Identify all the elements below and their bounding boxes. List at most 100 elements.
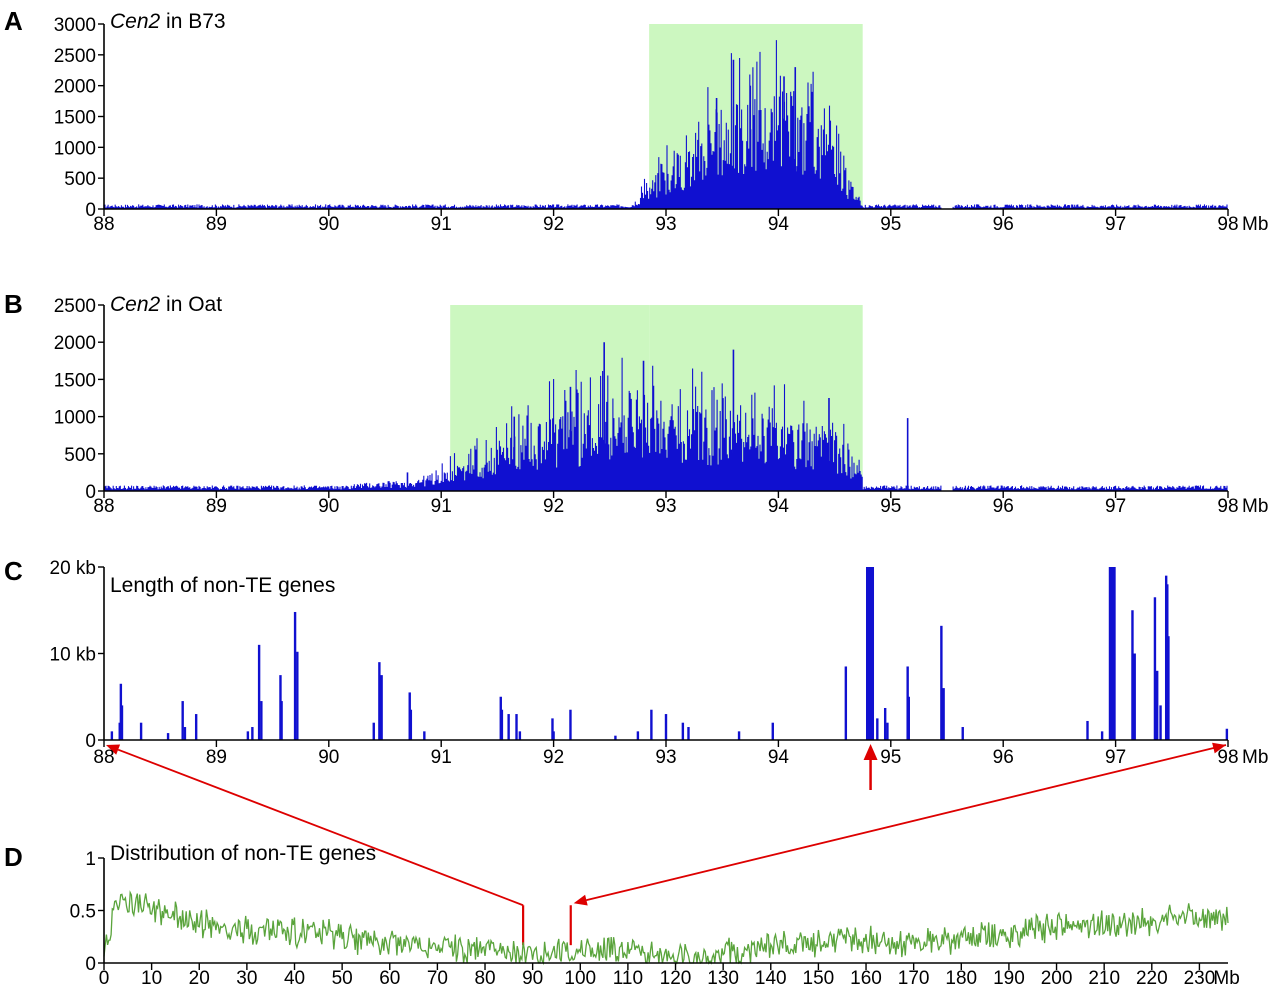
panel-c-gene-bar: [293, 611, 297, 740]
panel-c-gene-bar: [518, 731, 522, 740]
panel-c-gene-bar: [737, 731, 741, 740]
panel-b-title-rest: in Oat: [160, 293, 222, 316]
panel-a-x-tick-label: 94: [768, 214, 790, 235]
connector-arrow-right-down-shaft: [586, 744, 1227, 902]
panel-d-x-unit: Mb: [1213, 968, 1239, 989]
connector-arrow-right-up-head: [1212, 742, 1226, 754]
panel-a-title-italic: Cen2: [110, 10, 161, 33]
panel-c-x-tick-label: 98: [1217, 747, 1238, 768]
panel-c-gene-bar: [844, 666, 848, 740]
panel-d-y-tick-label: 0.5: [70, 902, 96, 923]
panel-a-x-tick-label: 89: [206, 214, 227, 235]
panel-b-x-tick-label: 90: [318, 496, 339, 517]
panel-a-x-tick-label: 88: [93, 214, 114, 235]
panel-c-gene-bar: [614, 735, 617, 740]
panel-b-x-tick-label: 98: [1217, 496, 1238, 517]
panel-d-data-layer: [103, 890, 1229, 966]
panel-d-y-tick-label: 0: [85, 954, 96, 975]
panel-b-y-tick-label: 1500: [54, 370, 96, 391]
panel-c-gene-bar: [871, 567, 875, 740]
panel-c-gene-bar: [166, 733, 170, 740]
panel-b-y-tick-label: 500: [64, 445, 96, 466]
panel-c-gene-bar: [569, 709, 572, 740]
panel-b-axes-layer: 0 500 1000 1500 2000 2500 88 89 90 91 92 93 94 95 96 97…: [54, 296, 1269, 517]
panel-d-x-tick-label: 50: [332, 968, 353, 989]
panel-c-gene-bar: [1113, 567, 1116, 740]
panel-c-x-tick-label: 91: [431, 747, 452, 768]
panel-a-y-tick-label: 1500: [54, 108, 96, 129]
connector-arrows: [106, 742, 1227, 946]
panel-c-gene-bar: [942, 688, 945, 740]
panel-c-gene-bar: [1100, 731, 1104, 740]
panel-d-x-tick-label: 70: [427, 968, 448, 989]
panel-d-x-tick-label: 140: [755, 968, 787, 989]
panel-c-gene-bar: [423, 731, 426, 740]
panel-c-gene-bar: [260, 701, 263, 740]
panel-b-x-tick-label: 96: [993, 496, 1014, 517]
panel-b-x-tick-label: 95: [880, 496, 901, 517]
panel-a-y-tick-label: 2000: [54, 77, 96, 98]
panel-a-x-tick-label: 91: [431, 214, 452, 235]
panel-c-gene-bar: [687, 727, 690, 740]
panel-b-x-tick-label: 97: [1105, 496, 1126, 517]
panel-d-x-tick-label: 230: [1184, 968, 1216, 989]
panel-c-position-arrow-head: [863, 744, 878, 760]
panel-b-y-tick-label: 2500: [54, 296, 96, 317]
panel-a-x-tick-label: 92: [543, 214, 564, 235]
panel-d-x-tick-label: 80: [474, 968, 495, 989]
panel-c-gene-bar: [551, 718, 554, 740]
panel-c-x-tick-label: 93: [655, 747, 676, 768]
panel-d-title: Distribution of non-TE genes: [110, 842, 376, 865]
panel-c-gene-bar: [372, 722, 375, 740]
panel-c-title: Length of non-TE genes: [110, 574, 335, 597]
panel-c-gene-bar: [515, 714, 518, 740]
panel-d-axes-layer: 00.510 10 20 30 40 50 60 70 80 90 100 110 120 130 140 1…: [70, 849, 1240, 989]
panel-c-x-tick-label: 96: [993, 747, 1014, 768]
panel-c-gene-bar: [636, 731, 640, 740]
panel-c-gene-bar: [1153, 597, 1157, 740]
panel-a-axes-layer: 0 500 1000 1500 2000 2500 3000 88 89 90 91 92 93 94 95…: [54, 15, 1269, 235]
panel-a-x-tick-label: 93: [655, 214, 676, 235]
panel-c-gene-bar: [257, 644, 261, 740]
connector-arrow-left-head: [106, 744, 121, 755]
panel-c-gene-bar: [876, 718, 879, 740]
panel-c-gene-bar: [1131, 610, 1134, 740]
panel-c-gene-bar: [139, 722, 143, 740]
panel-c-gene-bar: [120, 705, 124, 740]
panel-c-gene-bar: [1155, 670, 1159, 740]
panel-c-gene-bar: [194, 714, 198, 740]
panel-c-gene-bar: [1086, 720, 1089, 740]
panel-c-gene-bar: [1167, 636, 1170, 740]
panel-c-gene-bar: [886, 722, 889, 740]
panel-a-x-unit: Mb: [1242, 214, 1268, 235]
connector-arrow-left-shaft: [117, 748, 524, 907]
panel-c-gene-bar: [650, 709, 653, 740]
panel-c-gene-bar: [664, 714, 668, 740]
panel-c-y-tick-label: 20 kb: [50, 558, 96, 579]
panel-d-x-tick-label: 220: [1136, 968, 1168, 989]
panel-c-gene-bar: [961, 727, 964, 740]
panel-a-y-tick-label: 2500: [54, 46, 96, 67]
panel-c-x-tick-label: 92: [543, 747, 564, 768]
panel-d-x-tick-label: 150: [803, 968, 835, 989]
panel-b-y-tick-label: 2000: [54, 333, 96, 354]
panel-a-x-tick-label: 98: [1217, 214, 1238, 235]
panel-a-x-tick-label: 95: [880, 214, 901, 235]
panel-d-x-tick-label: 0: [99, 968, 110, 989]
panel-d-y-tick-label: 1: [85, 849, 96, 870]
panel-a-title: Cen2 in B73: [110, 10, 226, 33]
panel-c-gene-bar: [118, 722, 121, 740]
panel-c-x-tick-label: 95: [880, 747, 901, 768]
panel-b-title: Cen2 in Oat: [110, 293, 222, 316]
panel-c-x-tick-label: 89: [206, 747, 227, 768]
panel-d-x-tick-label: 40: [284, 968, 305, 989]
panel-b-y-tick-label: 0: [85, 482, 96, 503]
panel-c-gene-bar: [183, 727, 187, 740]
panel-c-gene-bar: [681, 722, 685, 740]
panel-b-x-tick-label: 92: [543, 496, 564, 517]
panel-c-gene-bar: [883, 707, 887, 740]
panel-letter-a: A: [4, 6, 23, 36]
panel-b-x-unit: Mb: [1242, 496, 1268, 517]
panel-b-x-tick-label: 94: [768, 496, 790, 517]
panel-d-x-tick-label: 180: [945, 968, 977, 989]
